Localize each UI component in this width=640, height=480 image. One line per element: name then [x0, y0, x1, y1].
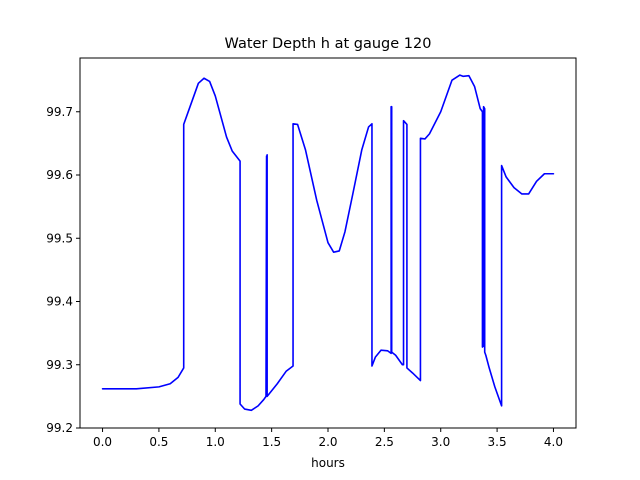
series-line: [101, 74, 555, 412]
chart-title: Water Depth h at gauge 120: [225, 36, 432, 52]
y-tick-label: 99.2: [46, 421, 73, 435]
x-tick-label: 4.0: [544, 435, 563, 449]
y-tick-label: 99.6: [46, 168, 73, 182]
x-tick-label: 2.5: [375, 435, 394, 449]
axis-ticks: 0.0 0.5 1.0 1.5 2.0 2.5 3.0 3.5 4.0 99.2 99.3 99.4 9…: [46, 105, 563, 449]
x-tick-label: 1.5: [262, 435, 281, 449]
x-tick-label: 3.5: [488, 435, 507, 449]
x-tick-label: 1.0: [206, 435, 225, 449]
x-axis-label: hours: [311, 456, 345, 470]
plot-frame: [79, 57, 577, 429]
series-group: [101, 74, 555, 412]
y-tick-label: 99.4: [46, 295, 73, 309]
y-tick-label: 99.7: [46, 105, 73, 119]
y-tick-label: 99.5: [46, 231, 73, 245]
x-tick-label: 3.0: [431, 435, 450, 449]
x-tick-label: 0.5: [149, 435, 168, 449]
x-tick-label: 0.0: [93, 435, 112, 449]
y-tick-label: 99.3: [46, 358, 73, 372]
x-tick-label: 2.0: [318, 435, 337, 449]
